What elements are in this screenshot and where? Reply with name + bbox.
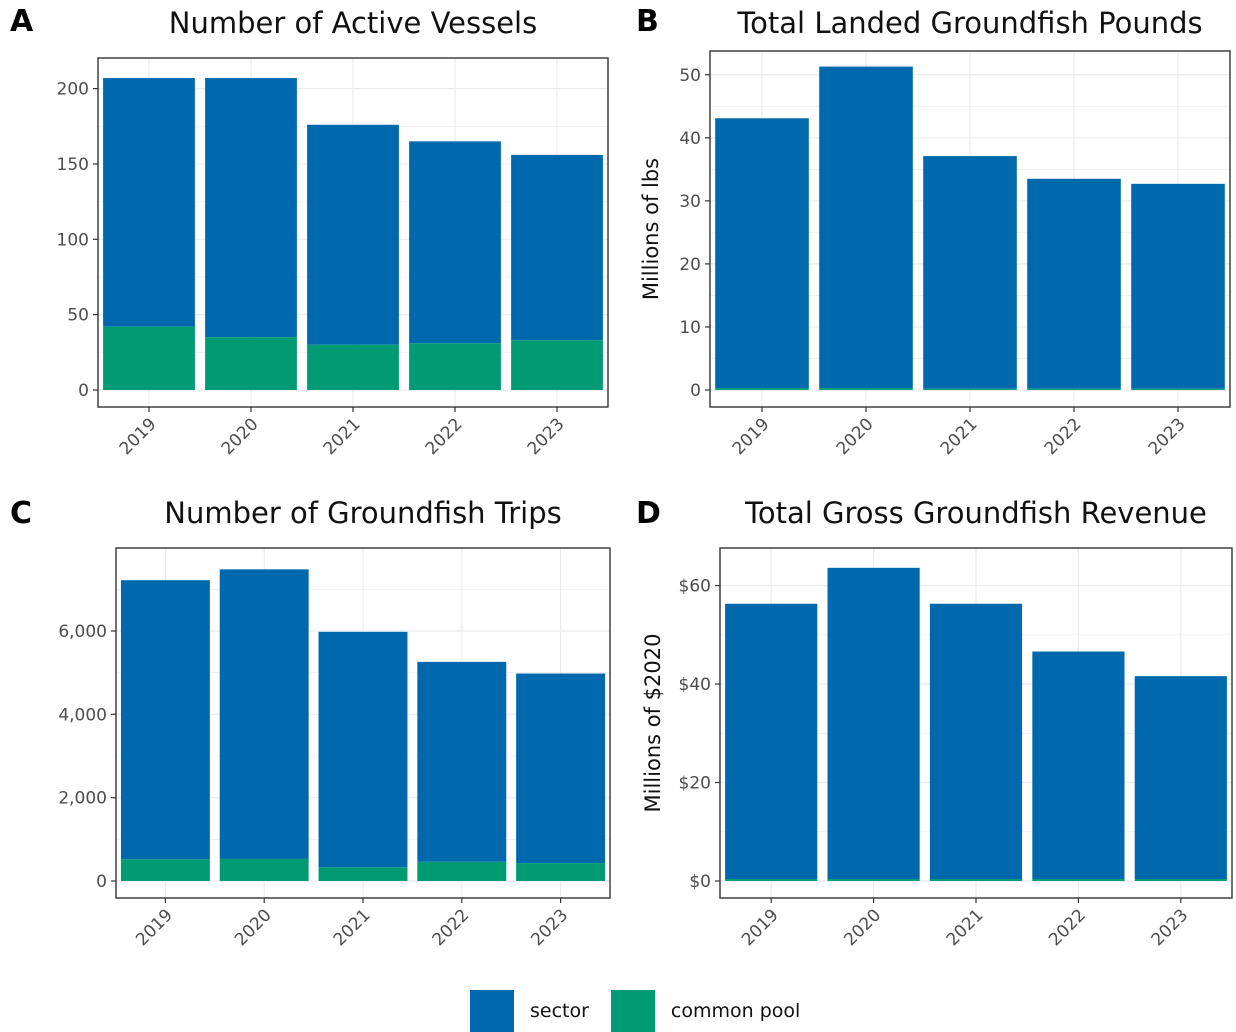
bar-common-pool-2019 — [120, 859, 210, 881]
x-tick-label: 2022 — [429, 905, 474, 950]
panel-d-title: Total Gross Groundfish Revenue — [745, 496, 1207, 530]
bar-common-pool-2022 — [1032, 879, 1125, 881]
x-tick-label: 2021 — [320, 414, 365, 459]
y-tick-label: 6,000 — [58, 622, 107, 642]
bar-sector-2019 — [725, 603, 818, 880]
bar-sector-2019 — [120, 580, 210, 860]
bar-common-pool-2021 — [318, 867, 408, 881]
bar-sector-2020 — [819, 66, 913, 389]
bar-sector-2020 — [827, 567, 920, 880]
panel-c-plot: 0 2,000 4,000 6,000 2019 2020 2021 2022 2023 — [58, 547, 611, 950]
y-tick-label: $40 — [679, 675, 711, 695]
bar-sector-2022 — [1032, 651, 1125, 880]
y-tick-label: 50 — [67, 306, 89, 326]
bar-common-pool-2023 — [516, 863, 606, 881]
bar-common-pool-2023 — [511, 340, 603, 390]
y-tick-label: 0 — [96, 872, 107, 892]
bar-common-pool-2021 — [923, 388, 1017, 390]
bar-sector-2021 — [307, 124, 399, 345]
bar-common-pool-2019 — [103, 326, 195, 390]
x-tick-label: 2022 — [1041, 414, 1086, 459]
bar-sector-2020 — [219, 569, 309, 859]
x-tick-label: 2020 — [231, 905, 276, 950]
panel-b-title: Total Landed Groundfish Pounds — [737, 6, 1203, 40]
panel-a-title: Number of Active Vessels — [168, 6, 538, 40]
bar-sector-2021 — [923, 156, 1017, 389]
y-tick-label: 30 — [679, 192, 701, 212]
panel-letter-a: A — [10, 4, 34, 39]
y-axis-title: Millions of lbs — [639, 158, 663, 300]
panel-b-plot: 0 10 20 30 40 50 2019 2020 2021 2022 2023 Millions … — [639, 50, 1231, 459]
bar-common-pool-2020 — [205, 337, 297, 390]
bar-common-pool-2019 — [715, 388, 809, 390]
y-tick-label: 200 — [57, 80, 89, 100]
panel-letter-b: B — [636, 4, 659, 39]
x-tick-label: 2019 — [729, 414, 774, 459]
x-tick-label: 2023 — [1148, 905, 1193, 950]
x-tick-label: 2020 — [218, 414, 263, 459]
y-tick-label: 0 — [78, 381, 89, 401]
y-tick-label: 10 — [679, 318, 701, 338]
panel-c-title: Number of Groundfish Trips — [164, 496, 562, 530]
x-tick-label: 2023 — [1145, 414, 1190, 459]
x-tick-label: 2019 — [116, 414, 161, 459]
bar-sector-2023 — [1134, 676, 1227, 880]
y-axis-title: Millions of $2020 — [641, 634, 665, 813]
bar-sector-2021 — [929, 603, 1023, 880]
bar-common-pool-2020 — [819, 388, 913, 390]
bar-common-pool-2023 — [1131, 388, 1225, 390]
bar-sector-2019 — [715, 118, 809, 389]
x-tick-label: 2021 — [330, 905, 375, 950]
y-tick-label: $20 — [679, 774, 711, 794]
bar-common-pool-2019 — [725, 879, 818, 881]
bar-sector-2019 — [103, 78, 195, 327]
y-tick-label: 50 — [679, 66, 701, 86]
panel-d-plot: $0 $20 $40 $60 2019 2020 2021 2022 2023 Millions … — [641, 547, 1233, 950]
legend-key-common-pool — [610, 990, 655, 1032]
x-tick-label: 2021 — [943, 905, 988, 950]
bar-sector-2020 — [205, 78, 297, 338]
bar-common-pool-2022 — [1027, 388, 1121, 390]
panel-letter-c: C — [10, 496, 33, 531]
legend: sector common pool — [470, 990, 822, 1032]
bar-common-pool-2021 — [307, 344, 399, 390]
x-tick-label: 2020 — [840, 905, 885, 950]
x-tick-label: 2019 — [738, 905, 783, 950]
bar-common-pool-2021 — [929, 879, 1023, 881]
panel-a-plot: 0 50 100 150 200 2019 2020 2021 2022 2023 — [57, 57, 609, 459]
x-tick-label: 2020 — [833, 414, 878, 459]
bar-sector-2021 — [318, 631, 408, 868]
y-tick-label: 40 — [679, 129, 701, 149]
bar-common-pool-2022 — [417, 861, 507, 881]
y-tick-label: 0 — [690, 381, 701, 401]
bar-sector-2022 — [409, 141, 501, 344]
bar-common-pool-2023 — [1134, 879, 1227, 881]
bar-sector-2022 — [417, 661, 507, 862]
y-tick-label: 4,000 — [58, 705, 107, 725]
x-tick-label: 2023 — [524, 414, 569, 459]
bar-sector-2023 — [511, 154, 603, 341]
legend-label-common-pool: common pool — [670, 1000, 801, 1022]
y-tick-label: 100 — [57, 230, 89, 250]
x-tick-label: 2023 — [527, 905, 572, 950]
bar-common-pool-2022 — [409, 343, 501, 390]
legend-key-sector — [470, 990, 514, 1032]
bar-common-pool-2020 — [219, 858, 309, 881]
panel-letter-d: D — [636, 496, 661, 531]
y-tick-label: 20 — [679, 255, 701, 275]
bar-common-pool-2020 — [827, 879, 920, 881]
y-tick-label: 150 — [57, 155, 89, 175]
x-tick-label: 2019 — [132, 905, 177, 950]
legend-label-sector: sector — [530, 1000, 589, 1022]
x-tick-label: 2021 — [937, 414, 982, 459]
bar-sector-2023 — [516, 673, 606, 864]
bar-sector-2022 — [1027, 178, 1121, 389]
y-tick-label: $60 — [679, 577, 711, 597]
y-tick-label: $0 — [689, 872, 711, 892]
y-tick-label: 2,000 — [58, 789, 107, 809]
x-tick-label: 2022 — [422, 414, 467, 459]
x-tick-label: 2022 — [1045, 905, 1090, 950]
bar-sector-2023 — [1131, 183, 1225, 389]
